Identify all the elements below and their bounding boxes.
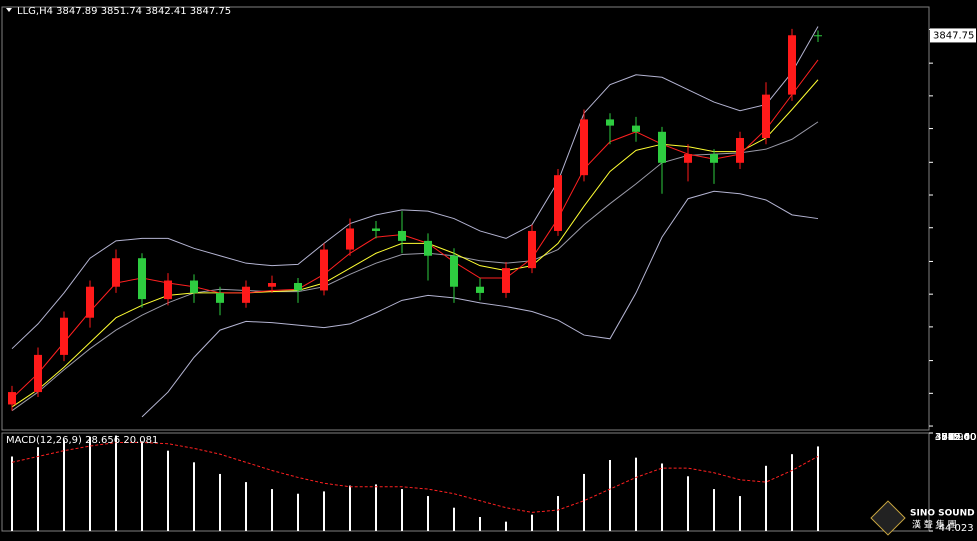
candle-body	[190, 280, 198, 293]
candle-body	[294, 283, 302, 291]
candle-body	[788, 35, 796, 95]
candle-body	[138, 258, 146, 300]
group-name: 漢 聲 集 團	[912, 519, 957, 531]
candle-body	[216, 292, 224, 303]
chart-header: LLG,H4 3847.89 3851.74 3842.41 3847.75	[17, 6, 231, 17]
candle-body	[398, 230, 406, 241]
price-box	[930, 28, 976, 43]
macd-title: MACD(12,26,9)	[6, 435, 82, 446]
main-plot	[8, 26, 822, 418]
candle-body	[632, 125, 640, 132]
macd-value: 28.656	[85, 435, 120, 446]
candle-body	[86, 286, 94, 318]
y-tick-label: 3639.00	[935, 432, 976, 443]
candle-body	[476, 286, 484, 293]
candle-body	[658, 131, 666, 163]
y-tick-label: 40.19	[935, 432, 964, 443]
bar-high: 3851.74	[101, 6, 142, 17]
candle-body	[268, 283, 276, 287]
macd-plot	[11, 435, 819, 531]
candle-body	[112, 258, 120, 287]
y-tick-label: 3719.00	[935, 432, 976, 443]
macd-header: MACD(12,26,9) 28.656 20.081	[6, 435, 158, 446]
menu-arrow	[6, 8, 12, 12]
y-tick-label: 3612.60	[935, 432, 976, 443]
y-tick-label: 3585.40	[935, 432, 976, 443]
candle-body	[710, 154, 718, 163]
line	[11, 59, 819, 399]
candle-body	[372, 228, 380, 231]
watermark: SINO SOUND 漢 聲 集 團	[870, 500, 975, 536]
candle-body	[762, 94, 770, 139]
macd-panel	[1, 432, 930, 532]
candle-body	[684, 154, 692, 163]
signal-value: 20.081	[123, 435, 158, 446]
symbol: LLG,H4	[17, 6, 53, 17]
y-tick-label: 3532.60	[935, 432, 976, 443]
line	[11, 26, 819, 350]
price-box-label: 3847.75	[933, 30, 974, 41]
candle-body	[814, 35, 822, 37]
candle-body	[346, 228, 354, 250]
candle-body	[606, 119, 614, 126]
candle-body	[60, 317, 68, 355]
candle-body	[424, 240, 432, 256]
logo	[870, 500, 906, 536]
candle-body	[320, 249, 328, 291]
candle-body	[164, 280, 172, 300]
y-tick-label: 3825.40	[935, 432, 976, 443]
y-tick-label: 3692.60	[935, 432, 976, 443]
candle-body	[554, 175, 562, 231]
y-tick-label: 3665.40	[935, 432, 976, 443]
candle-body	[34, 354, 42, 393]
candle-body	[736, 138, 744, 163]
brand: SINO SOUND	[910, 509, 975, 519]
y-tick-label: 3852.60	[935, 432, 976, 443]
line	[11, 442, 819, 513]
main-panel	[1, 6, 930, 431]
bar-open: 3847.89	[56, 6, 97, 17]
price-axis: 3852.603825.403799.003772.603745.403719.…	[929, 28, 976, 534]
y-tick-label: 3745.40	[935, 432, 976, 443]
bar-close: 3847.75	[190, 6, 231, 17]
y-tick-label: 3772.60	[935, 432, 976, 443]
line	[11, 79, 819, 408]
candle-body	[528, 230, 536, 269]
y-tick-label: -44.023	[935, 523, 974, 534]
candle-body	[502, 268, 510, 293]
y-tick-label: 3799.00	[935, 432, 976, 443]
candle-body	[8, 392, 16, 405]
line	[11, 121, 819, 412]
line	[141, 190, 819, 418]
bar-low: 3842.41	[145, 6, 186, 17]
candle-body	[450, 255, 458, 287]
candle-body	[580, 119, 588, 176]
candle-body	[242, 286, 250, 303]
y-tick-label: 3559.00	[935, 432, 976, 443]
